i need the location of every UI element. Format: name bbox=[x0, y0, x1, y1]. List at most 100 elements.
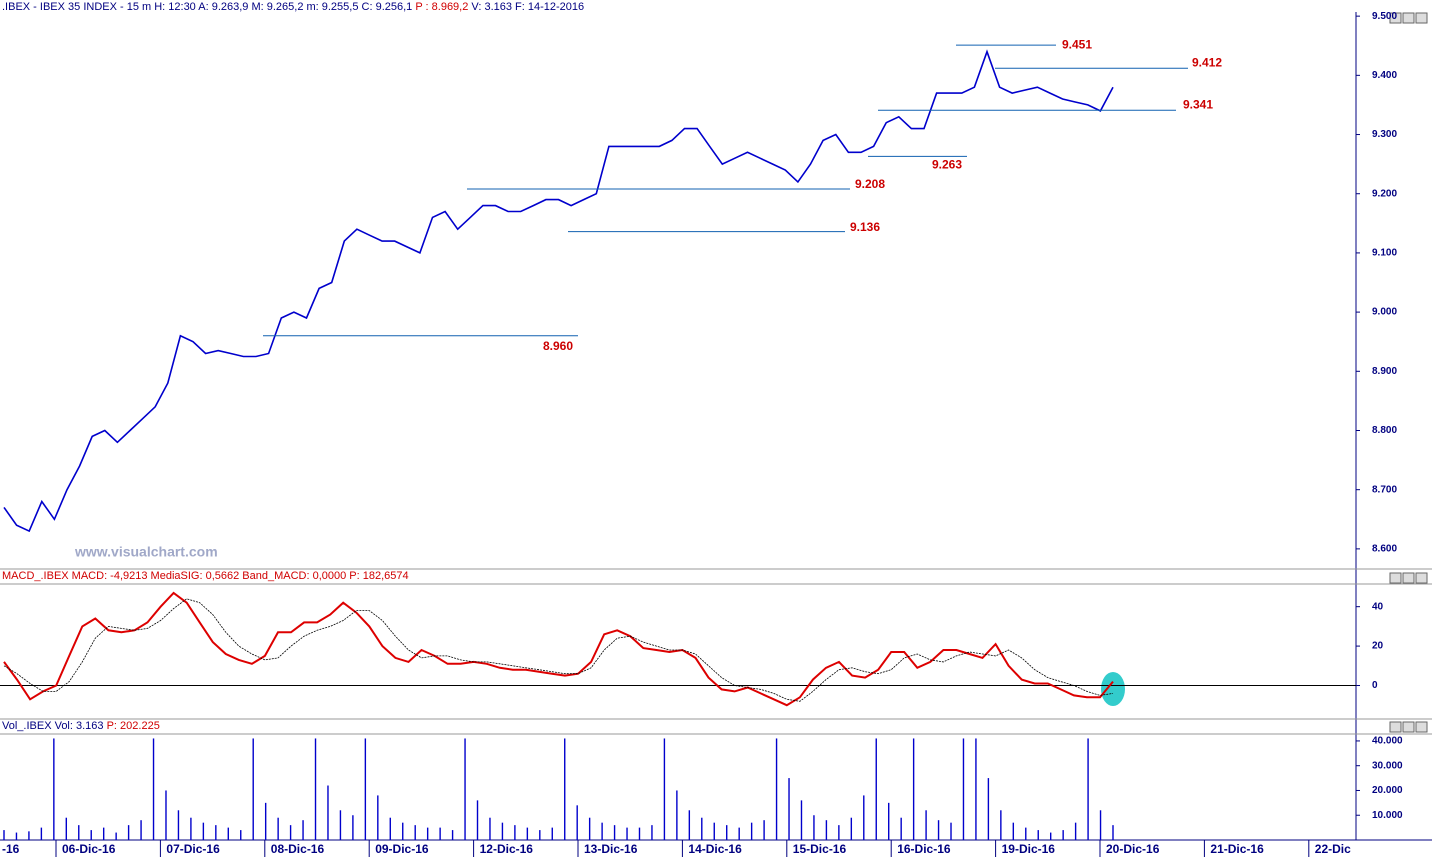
volume-bar bbox=[863, 795, 865, 840]
volume-bar bbox=[289, 825, 292, 840]
volume-bar bbox=[701, 817, 703, 840]
volume-bar bbox=[539, 830, 541, 840]
header-p: P: 182,6574 bbox=[349, 570, 409, 582]
close-button[interactable] bbox=[1415, 721, 1428, 733]
x-tick-label: 19-Dic-16 bbox=[1002, 842, 1056, 856]
volume-bar bbox=[1112, 825, 1114, 840]
header-text: MACD_.IBEX MACD: -4,9213 MediaSIG: 0,566… bbox=[2, 570, 347, 582]
volume-bar bbox=[115, 832, 117, 840]
volume-bar bbox=[476, 800, 479, 840]
price-header: .IBEX - IBEX 35 INDEX - 15 m H: 12:30 A:… bbox=[2, 1, 584, 14]
y-tick-label: 8.800 bbox=[1372, 425, 1397, 436]
volume-bar bbox=[1037, 830, 1039, 840]
volume-bar bbox=[227, 827, 229, 840]
macd-header: MACD_.IBEX MACD: -4,9213 MediaSIG: 0,566… bbox=[2, 570, 409, 583]
volume-bar bbox=[875, 738, 877, 840]
volume-bar bbox=[352, 815, 354, 840]
volume-bar bbox=[962, 738, 965, 840]
y-tick-label: 8.700 bbox=[1372, 484, 1397, 495]
volume-bar bbox=[177, 810, 180, 840]
level-label: 9.412 bbox=[1192, 55, 1222, 69]
y-tick-label: 8.900 bbox=[1372, 366, 1397, 377]
volume-bar bbox=[65, 817, 68, 840]
x-tick-label: 15-Dic-16 bbox=[793, 842, 847, 856]
x-tick-label: 12-Dic-16 bbox=[480, 842, 534, 856]
volume-bar bbox=[215, 825, 217, 840]
volume-bar bbox=[302, 820, 304, 840]
volume-bar bbox=[314, 738, 317, 840]
volume-bar bbox=[726, 825, 728, 840]
y-tick-label: 9.100 bbox=[1372, 248, 1397, 259]
volume-bar bbox=[825, 820, 828, 840]
level-label: 9.208 bbox=[855, 177, 885, 191]
volume-bar bbox=[140, 820, 142, 840]
volume-bar bbox=[240, 830, 242, 840]
volume-bar bbox=[800, 800, 803, 840]
volume-bar bbox=[626, 827, 628, 840]
x-tick-label: 14-Dic-16 bbox=[688, 842, 742, 856]
y-tick-label: 0 bbox=[1372, 680, 1378, 691]
maximize-button[interactable] bbox=[1402, 721, 1415, 733]
volume-bar bbox=[937, 820, 940, 840]
maximize-button[interactable] bbox=[1402, 12, 1415, 24]
level-label: 9.341 bbox=[1183, 97, 1213, 111]
volume-bar bbox=[1000, 810, 1002, 840]
minimize-button[interactable] bbox=[1389, 12, 1402, 24]
volume-bar bbox=[364, 738, 367, 840]
volume-bar bbox=[202, 822, 205, 840]
volume-bar bbox=[389, 817, 391, 840]
volume-bar bbox=[1062, 830, 1064, 840]
level-label: 9.451 bbox=[1062, 37, 1092, 51]
volume-bar bbox=[850, 817, 853, 840]
volume-bar bbox=[439, 827, 441, 840]
volume-bar bbox=[1012, 822, 1015, 840]
close-button[interactable] bbox=[1415, 572, 1428, 584]
minimize-button[interactable] bbox=[1389, 721, 1402, 733]
volume-bar bbox=[950, 822, 952, 840]
y-tick-label: 9.400 bbox=[1372, 70, 1397, 81]
volume-bar bbox=[763, 820, 765, 840]
x-tick-label: 13-Dic-16 bbox=[584, 842, 638, 856]
level-label: 9.263 bbox=[932, 158, 962, 172]
volume-bar bbox=[426, 827, 429, 840]
x-tick-label: 20-Dic-16 bbox=[1106, 842, 1160, 856]
y-tick-label: 9.200 bbox=[1372, 188, 1397, 199]
volume-bar bbox=[165, 790, 167, 840]
panel-buttons bbox=[1389, 12, 1428, 733]
minimize-button[interactable] bbox=[1389, 572, 1402, 584]
volume-bar bbox=[152, 738, 155, 840]
x-tick-label: 06-Dic-16 bbox=[62, 842, 116, 856]
maximize-button[interactable] bbox=[1402, 572, 1415, 584]
x-tick-label: 09-Dic-16 bbox=[375, 842, 429, 856]
y-tick-label: 9.300 bbox=[1372, 129, 1397, 140]
volume-bar bbox=[464, 738, 466, 840]
volume-bar bbox=[514, 825, 516, 840]
volume-bar bbox=[588, 817, 591, 840]
level-label: 8.960 bbox=[543, 339, 573, 353]
level-label: 9.136 bbox=[850, 220, 880, 234]
volume-bar bbox=[28, 831, 30, 840]
x-tick-label: 22-Dic bbox=[1315, 842, 1351, 856]
volume-bar bbox=[402, 822, 404, 840]
volume-bar bbox=[551, 827, 553, 840]
volume-bar bbox=[651, 825, 653, 840]
volume-bar bbox=[1087, 738, 1089, 840]
header-v: V: 3.163 F: 14-12-2016 bbox=[471, 1, 585, 13]
volume-bar bbox=[190, 817, 192, 840]
volume-bar bbox=[339, 810, 342, 840]
header-text: Vol_.IBEX Vol: 3.163 bbox=[2, 720, 104, 732]
volume-bar bbox=[252, 738, 254, 840]
close-button[interactable] bbox=[1415, 12, 1428, 24]
volume-bar bbox=[277, 817, 279, 840]
x-tick-label: -16 bbox=[2, 842, 20, 856]
y-tick-label: 10.000 bbox=[1372, 810, 1403, 821]
volume-bar bbox=[601, 822, 603, 840]
volume-bar bbox=[1074, 822, 1077, 840]
header-p: P: 202.225 bbox=[106, 720, 160, 732]
header-p: P : 8.969,2 bbox=[415, 1, 469, 13]
y-tick-label: 20.000 bbox=[1372, 785, 1403, 796]
volume-bar bbox=[912, 738, 915, 840]
y-tick-label: 40.000 bbox=[1372, 736, 1403, 747]
series-line bbox=[3, 598, 1114, 702]
